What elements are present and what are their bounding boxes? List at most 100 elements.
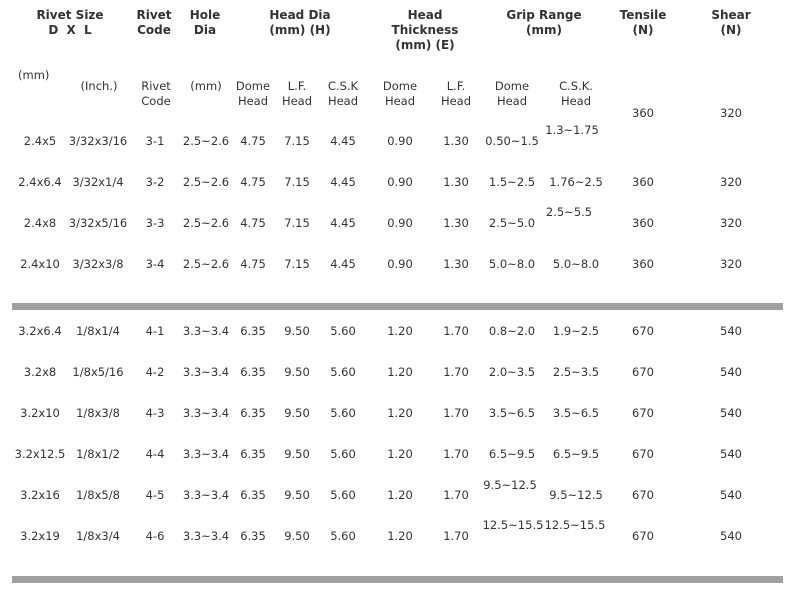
cell-grip-csk: 2.5~5.5: [545, 205, 593, 219]
cell-inch: 1/8x5/8: [76, 488, 120, 502]
subheader-dome-1: Dome: [235, 79, 271, 93]
subheader-thk-dome-1: Dome: [382, 79, 418, 93]
cell-shear: 540: [720, 529, 742, 543]
cell-shear: 320: [720, 106, 742, 120]
cell-thk-lf: 1.70: [443, 447, 469, 461]
cell-code: 4-6: [145, 529, 165, 543]
cell-grip-csk: 1.9~2.5: [552, 324, 600, 338]
cell-code: 3-2: [145, 175, 165, 189]
cell-lf: 7.15: [284, 257, 310, 271]
subheader-thk-lf-2: Head: [440, 94, 472, 108]
cell-hole: 2.5~2.6: [182, 257, 230, 271]
cell-tensile: 670: [632, 365, 654, 379]
cell-thk-dome: 1.20: [387, 529, 413, 543]
cell-csk: 5.60: [330, 529, 356, 543]
header-tensile-1: Tensile: [619, 8, 667, 22]
header-head-dia-2: (mm) (H): [269, 23, 331, 37]
header-rivet-code-2: Code: [137, 23, 171, 37]
subheader-grip-csk-1: C.S.K.: [559, 79, 593, 93]
cell-thk-dome: 0.90: [387, 134, 413, 148]
subheader-lf-1: L.F.: [287, 79, 307, 93]
subheader-code-2: Code: [141, 94, 171, 108]
cell-dome: 4.75: [240, 175, 266, 189]
group-divider: [12, 303, 783, 310]
cell-grip-dome: 0.8~2.0: [488, 324, 536, 338]
cell-inch: 1/8x1/4: [76, 324, 120, 338]
header-hole-dia-2: Dia: [193, 23, 217, 37]
cell-lf: 9.50: [284, 365, 310, 379]
cell-lf: 7.15: [284, 216, 310, 230]
cell-grip-csk: 9.5~12.5: [549, 488, 603, 502]
cell-thk-lf: 1.30: [443, 216, 469, 230]
cell-thk-lf: 1.70: [443, 324, 469, 338]
cell-size: 3.2x6.4: [18, 324, 62, 338]
table-bottom-divider: [12, 576, 783, 583]
cell-hole: 2.5~2.6: [182, 175, 230, 189]
cell-size: 3.2x16: [20, 488, 60, 502]
cell-inch: 3/32x3/8: [72, 257, 124, 271]
cell-dome: 4.75: [240, 257, 266, 271]
cell-csk: 4.45: [330, 134, 356, 148]
subheader-hole-mm: (mm): [190, 79, 222, 93]
cell-hole: 3.3~3.4: [182, 365, 230, 379]
cell-size: 3.2x10: [20, 406, 60, 420]
cell-dome: 6.35: [240, 365, 266, 379]
subheader-mm: (mm): [18, 68, 50, 82]
cell-inch: 3/32x3/16: [68, 134, 128, 148]
cell-csk: 4.45: [330, 216, 356, 230]
cell-inch: 1/8x3/4: [76, 529, 120, 543]
cell-shear: 540: [720, 324, 742, 338]
cell-inch: 1/8x1/2: [76, 447, 120, 461]
header-grip-range-2: (mm): [526, 23, 562, 37]
cell-thk-lf: 1.70: [443, 406, 469, 420]
cell-size: 2.4x6.4: [18, 175, 62, 189]
cell-dome: 6.35: [240, 529, 266, 543]
cell-csk: 5.60: [330, 324, 356, 338]
cell-grip-dome: 0.50~1.5: [485, 134, 539, 148]
cell-hole: 3.3~3.4: [182, 529, 230, 543]
cell-grip-csk: 1.3~1.75: [545, 123, 599, 137]
cell-grip-csk: 5.0~8.0: [552, 257, 600, 271]
subheader-thk-dome-2: Head: [384, 94, 416, 108]
cell-thk-lf: 1.30: [443, 175, 469, 189]
cell-tensile: 360: [632, 257, 654, 271]
subheader-csk-2: Head: [327, 94, 359, 108]
cell-grip-dome: 5.0~8.0: [488, 257, 536, 271]
cell-dome: 6.35: [240, 324, 266, 338]
cell-thk-dome: 0.90: [387, 257, 413, 271]
cell-grip-dome: 6.5~9.5: [488, 447, 536, 461]
cell-shear: 320: [720, 216, 742, 230]
cell-thk-dome: 1.20: [387, 488, 413, 502]
header-hole-dia-1: Hole: [189, 8, 221, 22]
cell-lf: 9.50: [284, 529, 310, 543]
cell-hole: 3.3~3.4: [182, 488, 230, 502]
cell-code: 3-3: [145, 216, 165, 230]
cell-lf: 9.50: [284, 488, 310, 502]
cell-tensile: 360: [632, 106, 654, 120]
cell-shear: 540: [720, 406, 742, 420]
cell-lf: 7.15: [284, 175, 310, 189]
subheader-grip-dome-2: Head: [496, 94, 528, 108]
subheader-code-1: Rivet: [141, 79, 171, 93]
cell-thk-dome: 1.20: [387, 447, 413, 461]
cell-thk-dome: 0.90: [387, 216, 413, 230]
cell-shear: 320: [720, 257, 742, 271]
cell-shear: 540: [720, 365, 742, 379]
cell-csk: 5.60: [330, 365, 356, 379]
subheader-dome-2: Head: [237, 94, 269, 108]
cell-thk-dome: 1.20: [387, 324, 413, 338]
cell-thk-dome: 0.90: [387, 175, 413, 189]
cell-hole: 2.5~2.6: [182, 134, 230, 148]
cell-thk-dome: 1.20: [387, 406, 413, 420]
cell-shear: 320: [720, 175, 742, 189]
cell-hole: 2.5~2.6: [182, 216, 230, 230]
cell-inch: 1/8x3/8: [76, 406, 120, 420]
cell-tensile: 670: [632, 406, 654, 420]
cell-thk-lf: 1.70: [443, 365, 469, 379]
cell-inch: 3/32x5/16: [68, 216, 128, 230]
header-shear-1: Shear: [711, 8, 751, 22]
cell-shear: 540: [720, 488, 742, 502]
cell-code: 4-1: [145, 324, 165, 338]
header-rivet-size: Rivet Size: [36, 8, 104, 22]
cell-size: 2.4x10: [20, 257, 60, 271]
